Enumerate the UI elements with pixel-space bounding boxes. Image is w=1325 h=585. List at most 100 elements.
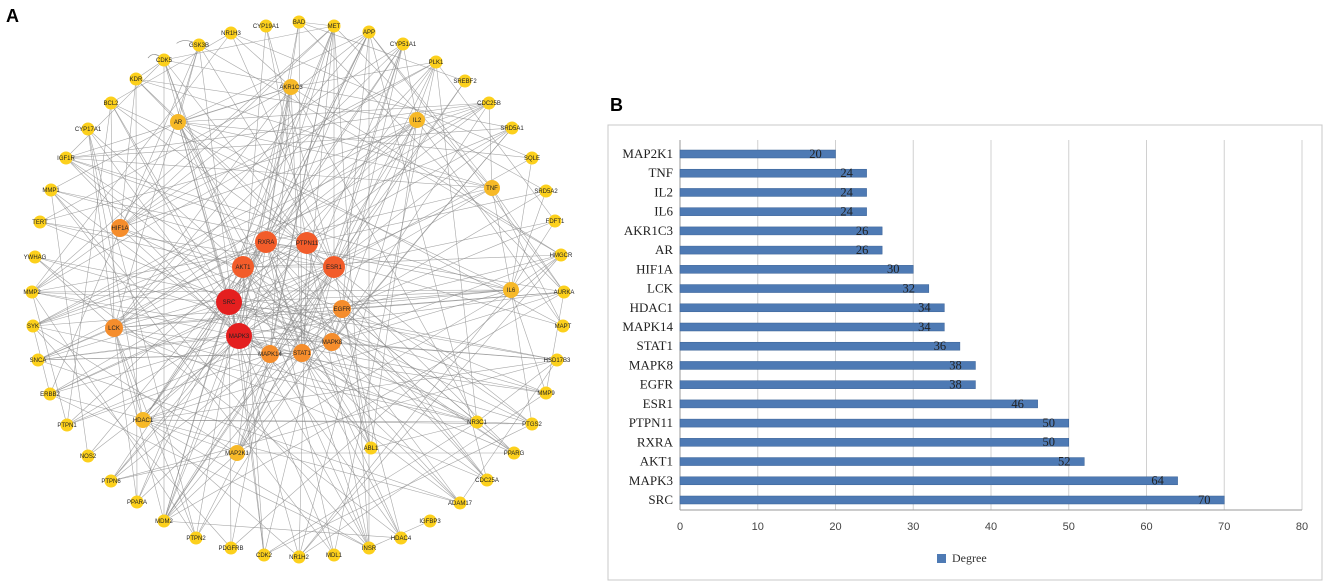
network-nodes: SRC MAPK3 AKT1 RXRA PTPN11 ESR1 EGFR MAPK8 STAT1… xyxy=(23,15,575,564)
node-circle xyxy=(25,285,39,299)
node-label: IL2 xyxy=(413,118,422,124)
network-edge xyxy=(37,359,461,504)
network-node-pdgfrb: PDGFRB xyxy=(218,541,244,555)
network-edge xyxy=(333,61,437,268)
node-label: IGF1R xyxy=(57,156,75,162)
network-node-ptpn1: PTPN1 xyxy=(57,418,77,432)
network-edge xyxy=(238,31,370,337)
node-label: SREBF2 xyxy=(453,79,477,85)
node-label: CDK2 xyxy=(256,553,273,559)
network-node-pparg: PPARG xyxy=(504,446,525,460)
network-edge xyxy=(87,128,144,421)
category-label-mapk8: MAPK8 xyxy=(629,357,673,372)
data-label-stat1: 36 xyxy=(934,339,947,353)
bar-lck xyxy=(679,284,930,293)
node-circle xyxy=(362,25,376,39)
network-edge xyxy=(163,335,240,522)
category-label-esr1: ESR1 xyxy=(643,396,673,411)
network-edge xyxy=(37,301,230,361)
network-edge xyxy=(32,102,490,327)
network-node-ptgs2: PTGS2 xyxy=(522,417,542,431)
network-edge xyxy=(119,43,404,229)
network-edge xyxy=(238,25,267,337)
network-edge xyxy=(142,335,240,421)
network-edge xyxy=(163,25,335,61)
network-edge xyxy=(31,291,68,426)
node-label: CYP19A1 xyxy=(253,24,280,30)
network-edge xyxy=(306,190,547,244)
ppi-network: SRC MAPK3 AKT1 RXRA PTPN11 ESR1 EGFR MAPK8 STAT1… xyxy=(23,15,575,564)
network-edge xyxy=(163,59,513,129)
network-node-cdc25b: CDC25B xyxy=(477,96,501,110)
data-label-hdac1: 34 xyxy=(918,301,931,315)
node-label: MAPT xyxy=(555,324,572,330)
bar-egfr xyxy=(679,380,976,389)
network-edge xyxy=(236,119,418,454)
network-edge xyxy=(65,157,493,189)
bar-tnf xyxy=(679,168,867,178)
node-label: STAT1 xyxy=(293,351,311,357)
node-circle xyxy=(44,183,58,197)
network-edge xyxy=(510,289,547,394)
network-node-ptpn6: PTPN6 xyxy=(101,474,121,488)
node-circle xyxy=(409,112,425,128)
node-label: SQLE xyxy=(524,156,540,162)
network-edge xyxy=(39,221,335,268)
network-node-mapt: MAPT xyxy=(555,319,572,333)
node-circle xyxy=(505,121,519,135)
network-node-src: SRC xyxy=(216,289,242,315)
node-label: PDGFRB xyxy=(218,546,243,552)
x-tick-label: 80 xyxy=(1296,521,1308,533)
network-edge xyxy=(87,128,240,337)
network-edge xyxy=(298,392,547,558)
network-edge xyxy=(50,121,179,191)
value-axis: 0 10 20 30 40 50 60 70 80 xyxy=(677,521,1308,533)
network-edge xyxy=(49,266,335,395)
network-edge xyxy=(87,128,197,539)
network-edge xyxy=(39,86,292,223)
bar-akt1 xyxy=(679,457,1085,466)
node-label: PLK1 xyxy=(429,60,444,66)
network-edge xyxy=(301,352,488,481)
network-edge xyxy=(142,359,558,421)
network-edge xyxy=(476,421,533,425)
node-label: MMP2 xyxy=(23,290,41,296)
network-edge xyxy=(113,31,370,329)
category-label-ptpn11: PTPN11 xyxy=(629,415,673,430)
x-tick-label: 60 xyxy=(1140,521,1152,533)
node-circle xyxy=(135,412,151,428)
node-circle xyxy=(104,474,118,488)
node-circle xyxy=(130,495,144,509)
network-edge xyxy=(290,86,562,256)
network-edge xyxy=(230,254,562,549)
network-edge xyxy=(37,291,565,361)
network-edge xyxy=(119,31,370,229)
node-label: MAP2K1 xyxy=(225,451,249,457)
node-circle xyxy=(539,386,553,400)
panel-letter-a: A xyxy=(6,6,19,26)
network-edge xyxy=(298,289,512,558)
bar-hdac1 xyxy=(679,303,945,313)
data-label-lck: 32 xyxy=(903,281,916,295)
network-edge xyxy=(333,43,404,268)
network-node-mmp9: MMP9 xyxy=(537,386,555,400)
node-label: FDFT1 xyxy=(546,219,565,225)
node-circle xyxy=(189,531,203,545)
network-edge xyxy=(50,189,89,457)
node-label: AURKA xyxy=(554,290,575,296)
node-label: CYP17A1 xyxy=(75,127,102,133)
network-node-snca: SNCA xyxy=(30,353,46,367)
network-edge xyxy=(110,32,232,104)
network-node-igf1r: IGF1R xyxy=(57,151,76,165)
node-circle xyxy=(292,15,306,29)
network-edge xyxy=(34,256,115,329)
network-edge xyxy=(34,256,402,539)
node-circle xyxy=(224,541,238,555)
node-label: RXRA xyxy=(258,240,275,246)
network-edge xyxy=(306,242,370,549)
network-edge xyxy=(301,352,461,504)
network-edge xyxy=(113,327,138,503)
network-edge xyxy=(110,102,230,303)
network-edge xyxy=(402,43,418,121)
network-edge xyxy=(238,86,292,337)
